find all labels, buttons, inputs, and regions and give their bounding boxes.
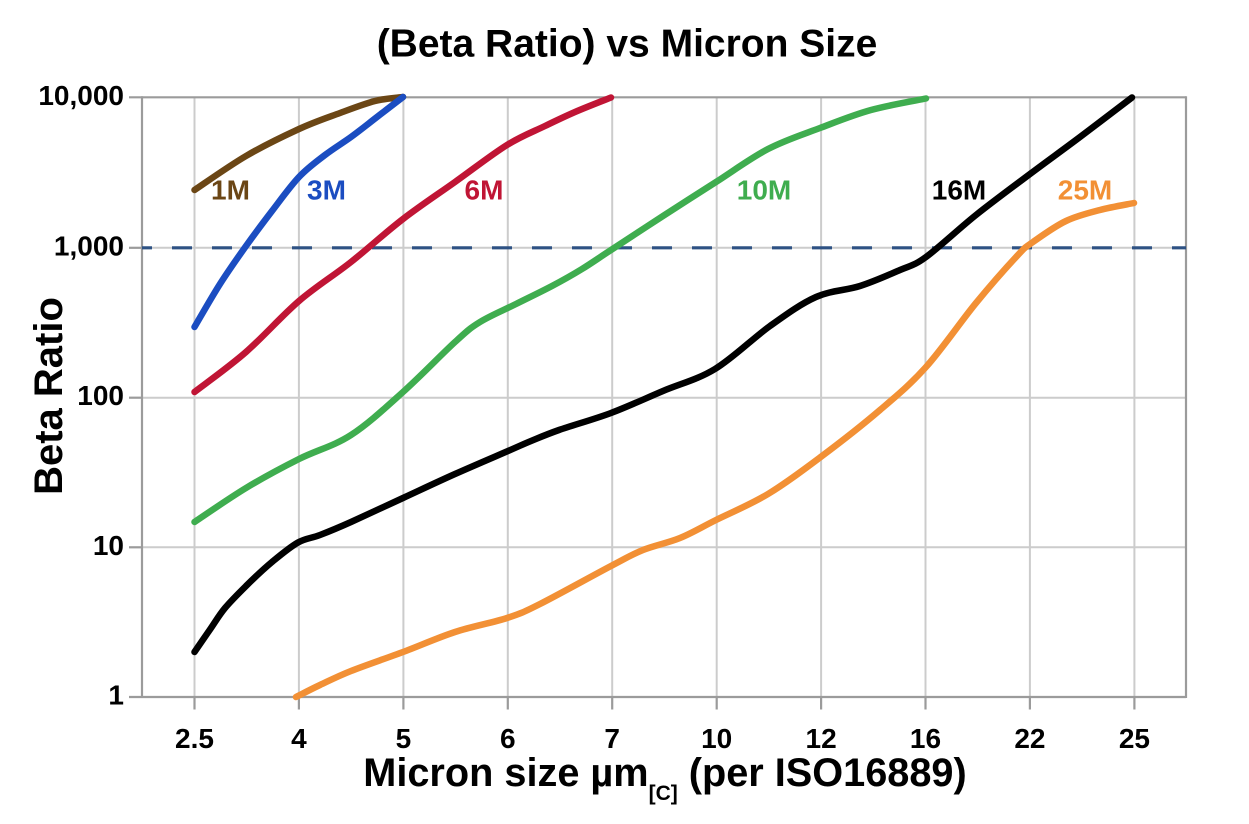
svg-text:(Beta Ratio) vs Micron Size: (Beta Ratio) vs Micron Size: [377, 23, 878, 66]
svg-text:16: 16: [910, 723, 941, 754]
svg-text:10: 10: [93, 530, 124, 561]
svg-text:3M: 3M: [307, 175, 346, 206]
svg-text:6M: 6M: [465, 175, 504, 206]
svg-text:10: 10: [701, 723, 732, 754]
svg-text:10,000: 10,000: [38, 80, 124, 111]
svg-text:1,000: 1,000: [54, 230, 124, 261]
svg-text:Beta Ratio: Beta Ratio: [27, 297, 71, 495]
svg-text:6: 6: [500, 723, 516, 754]
svg-text:1M: 1M: [211, 175, 250, 206]
svg-text:22: 22: [1014, 723, 1045, 754]
svg-text:100: 100: [77, 380, 124, 411]
svg-text:12: 12: [806, 723, 837, 754]
svg-text:4: 4: [291, 723, 307, 754]
svg-text:25: 25: [1119, 723, 1150, 754]
svg-text:2.5: 2.5: [175, 723, 214, 754]
svg-text:7: 7: [604, 723, 620, 754]
svg-text:25M: 25M: [1058, 175, 1112, 206]
svg-text:5: 5: [396, 723, 412, 754]
svg-text:16M: 16M: [932, 175, 986, 206]
svg-text:10M: 10M: [737, 175, 791, 206]
svg-text:1: 1: [108, 680, 124, 711]
